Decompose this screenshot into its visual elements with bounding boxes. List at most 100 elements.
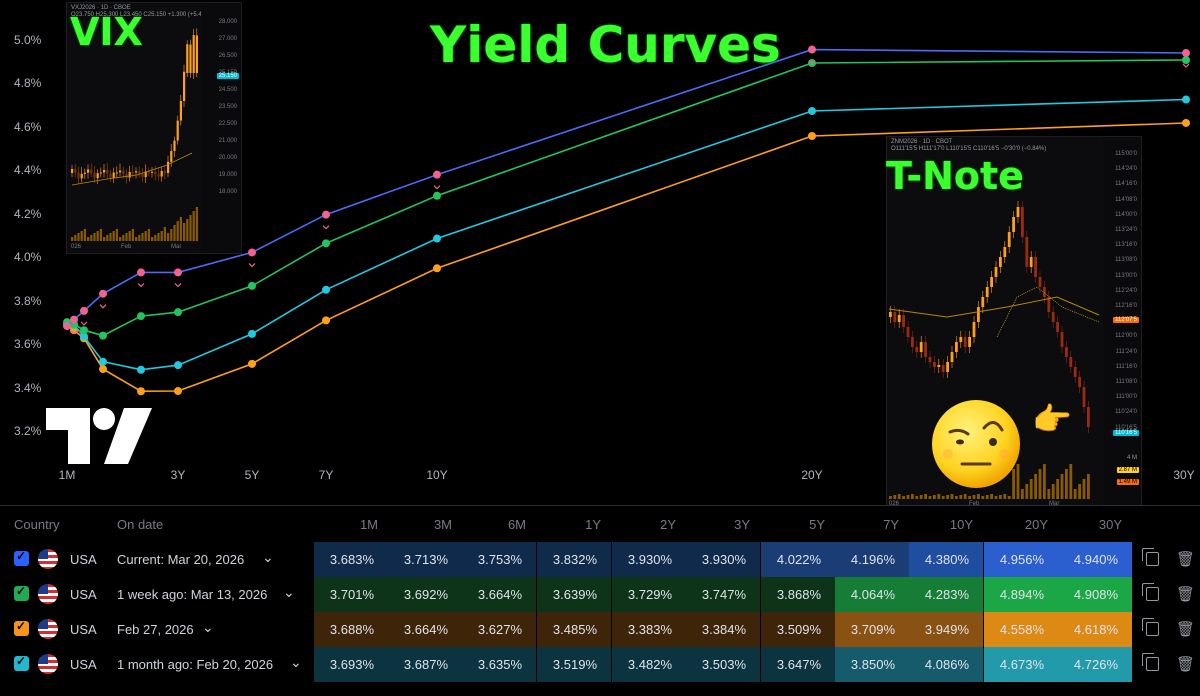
- series-point[interactable]: [322, 316, 330, 325]
- vix-header: VXJ2026 · 1D · CBOE: [71, 5, 131, 11]
- series-point[interactable]: [80, 306, 88, 315]
- chevron-down-icon[interactable]: ⌄: [202, 619, 214, 635]
- series-point[interactable]: [174, 308, 182, 317]
- series-point[interactable]: [137, 312, 145, 321]
- table-row[interactable]: USA 1 month ago: Feb 20, 2026 ⌄ 3.693%3.687…: [0, 647, 1200, 682]
- vix-volume-bar: [131, 229, 134, 241]
- header-tenor: 6M: [507, 517, 526, 532]
- vix-volume-bar: [147, 229, 150, 241]
- series-point[interactable]: [433, 170, 441, 179]
- series-point[interactable]: [80, 326, 88, 335]
- series-point[interactable]: [1182, 49, 1190, 58]
- vix-volume-bar: [93, 233, 96, 241]
- series-point[interactable]: [322, 239, 330, 248]
- tnote-axis-label: 114'24'0: [1115, 166, 1137, 173]
- series-point[interactable]: [137, 268, 145, 277]
- row-visibility-checkbox[interactable]: [14, 549, 29, 566]
- table-row[interactable]: USA Feb 27, 2026 ⌄ 3.688%3.664%3.627%3.485%…: [0, 612, 1200, 647]
- series-point[interactable]: [248, 281, 256, 290]
- tnote-volume-bar: [990, 494, 993, 499]
- trash-icon[interactable]: 🗑: [1176, 586, 1196, 603]
- header-tenor: 5Y: [809, 517, 825, 532]
- yield-curve-chart[interactable]: VXJ2026 · 1D · CBOE O23.750 H25.300 L23.…: [0, 0, 1200, 512]
- tnote-candle: [1029, 257, 1033, 267]
- series-point[interactable]: [433, 234, 441, 243]
- series-point[interactable]: [322, 285, 330, 294]
- tnote-ohlc: O111'15'5 H111'17'0 L110'15'5 C110'16'5 …: [891, 146, 1047, 152]
- tnote-volume-bar: [937, 494, 941, 499]
- series-point[interactable]: [433, 191, 441, 200]
- series-point[interactable]: [808, 107, 816, 116]
- y-tick-label: 3.2%: [14, 424, 42, 438]
- row-date-select[interactable]: Current: Mar 20, 2026: [117, 552, 245, 567]
- row-date-select[interactable]: Feb 27, 2026: [117, 622, 194, 637]
- vix-candle: [99, 172, 102, 174]
- tnote-volume-bar: [946, 495, 949, 499]
- row-date-select[interactable]: 1 week ago: Mar 13, 2026: [117, 587, 268, 602]
- series-point[interactable]: [70, 315, 78, 324]
- yield-cell: 3.664%: [388, 612, 462, 647]
- vix-candle: [109, 173, 112, 178]
- vix-volume-bar: [157, 233, 160, 241]
- yield-cell: 4.673%: [984, 647, 1058, 682]
- chevron-down-icon[interactable]: ⌄: [283, 584, 295, 600]
- tnote-candle: [981, 297, 985, 307]
- header-tenor: 1Y: [585, 517, 601, 532]
- vix-volume-bar: [138, 235, 141, 241]
- series-point[interactable]: [1182, 118, 1190, 127]
- row-country: USA: [70, 622, 97, 637]
- tnote-volume-bar: [1021, 489, 1024, 499]
- series-point[interactable]: [174, 268, 182, 277]
- series-point[interactable]: [99, 357, 107, 366]
- tnote-axis-label: 114'00'0: [1115, 211, 1137, 218]
- tnote-candle: [959, 337, 963, 342]
- copy-icon[interactable]: [1142, 548, 1159, 566]
- trash-icon[interactable]: 🗑: [1176, 656, 1196, 673]
- trash-icon[interactable]: 🗑: [1176, 621, 1196, 638]
- chevron-down-icon[interactable]: ⌄: [290, 654, 302, 670]
- series-point[interactable]: [80, 332, 88, 341]
- series-point[interactable]: [808, 132, 816, 141]
- row-visibility-checkbox[interactable]: [14, 619, 29, 636]
- vix-candle: [93, 173, 96, 179]
- series-point[interactable]: [137, 387, 145, 396]
- chevron-down-icon[interactable]: ⌄: [262, 549, 274, 565]
- series-point[interactable]: [137, 365, 145, 374]
- series-point[interactable]: [248, 248, 256, 257]
- tnote-price-axis: 115'00'0 114'24'0 114'16'0 114'08'0 114'00'0…: [1103, 137, 1141, 511]
- series-point[interactable]: [248, 329, 256, 338]
- table-row[interactable]: USA Current: Mar 20, 2026 ⌄ 3.683%3.713%3.7…: [0, 542, 1200, 577]
- tnote-candle: [946, 362, 949, 372]
- header-tenor: 7Y: [883, 517, 899, 532]
- copy-icon[interactable]: [1142, 653, 1159, 671]
- series-point[interactable]: [174, 387, 182, 396]
- tnote-volume-bar: [941, 496, 945, 499]
- header-tenor: 3M: [433, 517, 452, 532]
- series-point[interactable]: [99, 331, 107, 340]
- series-point[interactable]: [1182, 55, 1190, 64]
- series-point[interactable]: [322, 210, 330, 219]
- tnote-volume-bar: [928, 496, 932, 499]
- y-tick-label: 3.4%: [14, 380, 42, 395]
- yield-cell: 4.022%: [761, 542, 835, 577]
- row-visibility-checkbox[interactable]: [14, 584, 29, 601]
- series-point[interactable]: [99, 289, 107, 298]
- series-point[interactable]: [174, 361, 182, 370]
- series-point[interactable]: [433, 264, 441, 273]
- header-tenor: 30Y: [1098, 517, 1122, 532]
- row-visibility-checkbox[interactable]: [14, 654, 29, 671]
- trash-icon[interactable]: 🗑: [1176, 551, 1196, 568]
- copy-icon[interactable]: [1142, 583, 1159, 601]
- tnote-candle: [990, 277, 993, 287]
- series-point[interactable]: [808, 45, 816, 54]
- series-point[interactable]: [248, 359, 256, 368]
- series-point[interactable]: [63, 322, 71, 331]
- vix-candle: [131, 171, 134, 173]
- series-point[interactable]: [99, 365, 107, 374]
- row-date-select[interactable]: 1 month ago: Feb 20, 2026: [117, 657, 274, 672]
- tnote-candle: [889, 312, 892, 317]
- copy-icon[interactable]: [1142, 618, 1159, 636]
- series-point[interactable]: [1182, 95, 1190, 104]
- tnote-axis-label: 115'00'0: [1115, 151, 1137, 157]
- table-row[interactable]: USA 1 week ago: Mar 13, 2026 ⌄ 3.701%3.692%…: [0, 577, 1200, 612]
